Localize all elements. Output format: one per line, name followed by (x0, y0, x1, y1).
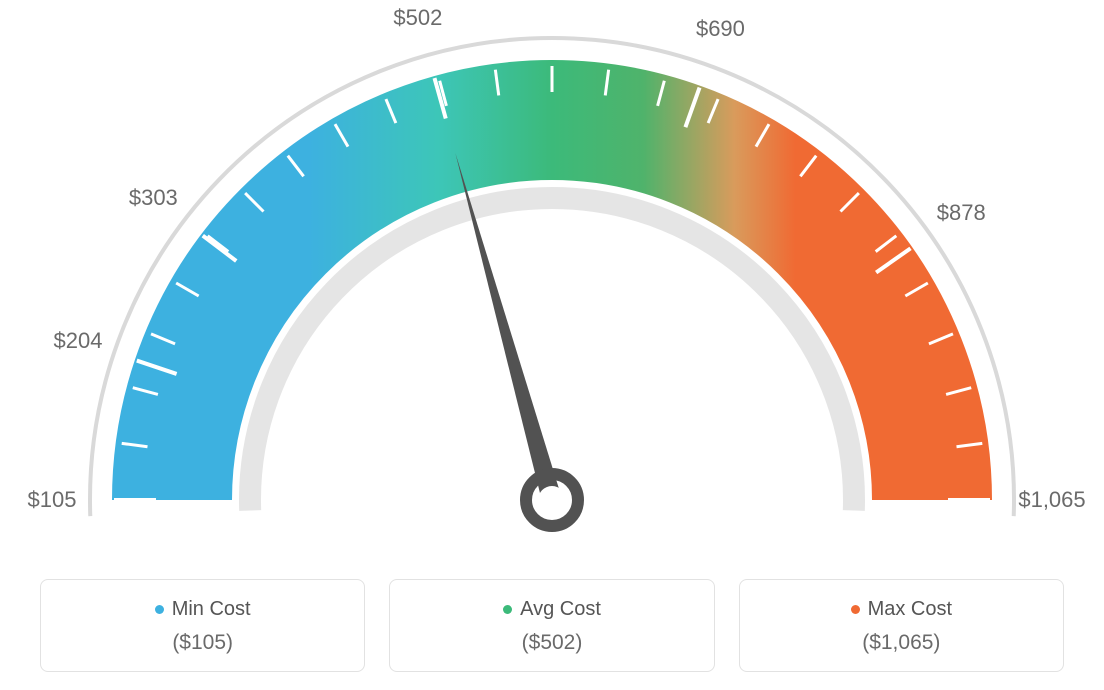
gauge-tick-label: $105 (28, 487, 77, 513)
min-cost-label: Min Cost (172, 598, 251, 621)
gauge-tick-label: $204 (54, 328, 103, 354)
dot-icon (155, 605, 164, 614)
max-cost-title: Max Cost (851, 598, 952, 621)
max-cost-label: Max Cost (868, 598, 952, 621)
avg-cost-value: ($502) (400, 631, 703, 655)
min-cost-value: ($105) (51, 631, 354, 655)
dot-icon (503, 605, 512, 614)
gauge-tick-label: $502 (393, 5, 442, 31)
gauge-chart: $105 $204 $303 $502 $690 $878 $1,065 (0, 0, 1104, 560)
min-cost-card: Min Cost ($105) (40, 579, 365, 672)
max-cost-card: Max Cost ($1,065) (739, 579, 1064, 672)
gauge-tick-label: $690 (696, 16, 745, 42)
avg-cost-title: Avg Cost (503, 598, 601, 621)
gauge-tick-label: $1,065 (1018, 487, 1085, 513)
gauge-tick-label: $303 (129, 185, 178, 211)
cost-gauge-container: $105 $204 $303 $502 $690 $878 $1,065 Min Cost … (0, 0, 1104, 690)
avg-cost-label: Avg Cost (520, 598, 601, 621)
gauge-svg (0, 0, 1104, 560)
max-cost-value: ($1,065) (750, 631, 1053, 655)
gauge-tick-label: $878 (937, 200, 986, 226)
dot-icon (851, 605, 860, 614)
min-cost-title: Min Cost (155, 598, 251, 621)
summary-cards: Min Cost ($105) Avg Cost ($502) Max Cost… (0, 579, 1104, 672)
avg-cost-card: Avg Cost ($502) (389, 579, 714, 672)
